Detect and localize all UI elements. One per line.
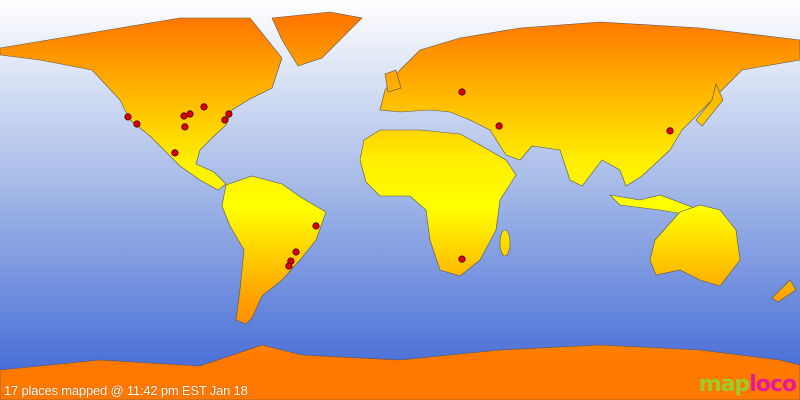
- maploco-logo[interactable]: maploco: [698, 372, 797, 397]
- logo-part2: loco: [749, 372, 797, 397]
- place-marker[interactable]: [458, 255, 466, 263]
- north-america: [0, 17, 283, 191]
- antarctica: [0, 344, 800, 400]
- place-marker[interactable]: [133, 120, 141, 128]
- great-britain: [384, 69, 402, 93]
- place-marker[interactable]: [171, 149, 179, 157]
- south-america: [221, 175, 327, 325]
- place-marker[interactable]: [292, 248, 300, 256]
- place-marker[interactable]: [180, 112, 188, 120]
- new-zealand: [771, 279, 797, 303]
- australia: [649, 204, 741, 287]
- place-marker[interactable]: [225, 110, 233, 118]
- greenland: [271, 11, 363, 67]
- place-marker[interactable]: [495, 122, 503, 130]
- markers-layer: [124, 88, 674, 270]
- place-marker[interactable]: [666, 127, 674, 135]
- place-marker[interactable]: [312, 222, 320, 230]
- japan: [695, 83, 724, 127]
- place-marker[interactable]: [221, 116, 229, 124]
- place-marker[interactable]: [181, 123, 189, 131]
- place-marker[interactable]: [186, 110, 194, 118]
- africa: [359, 129, 517, 277]
- place-marker[interactable]: [200, 103, 208, 111]
- madagascar: [499, 229, 511, 257]
- place-marker[interactable]: [285, 262, 293, 270]
- eurasia: [379, 21, 800, 187]
- logo-part1: map: [698, 372, 751, 397]
- place-marker[interactable]: [124, 113, 132, 121]
- place-marker[interactable]: [458, 88, 466, 96]
- places-caption: 17 places mapped @ 11:42 pm EST Jan 18: [4, 383, 248, 398]
